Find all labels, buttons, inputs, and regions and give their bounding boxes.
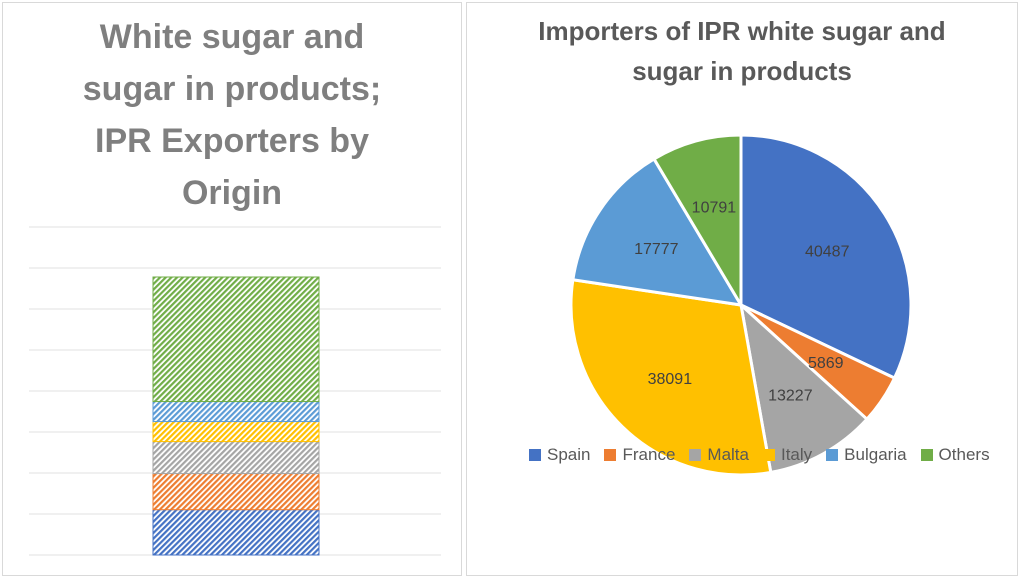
pie-slice-bulgaria xyxy=(571,156,744,307)
pie-data-label-bulgaria: 17777 xyxy=(634,241,679,258)
legend-swatch xyxy=(826,449,839,461)
legend-label: Others xyxy=(938,445,990,464)
bar-segment-4 xyxy=(152,421,320,443)
legend-item-france: France xyxy=(604,445,675,465)
legend-label: Italy xyxy=(780,445,813,464)
legend-swatch xyxy=(920,449,933,461)
left-chart-panel: White sugar and sugar in products; IPR E… xyxy=(2,2,462,576)
pie-title-line-2: sugar in products xyxy=(632,56,852,86)
pie-slice-italy xyxy=(569,278,773,477)
right-chart-panel: Importers of IPR white sugar and sugar i… xyxy=(466,2,1018,576)
legend-swatch xyxy=(529,449,541,461)
legend-item-bulgaria: Bulgaria xyxy=(826,445,907,465)
pie-data-label-italy: 38091 xyxy=(648,371,693,388)
left-chart-title: White sugar and sugar in products; IPR E… xyxy=(3,11,461,219)
bar-segment-2 xyxy=(152,473,320,511)
pie-chart-title: Importers of IPR white sugar and sugar i… xyxy=(467,11,1017,91)
legend-label: France xyxy=(622,445,676,464)
legend-item-italy: Italy xyxy=(762,445,813,465)
pie-title-line-1: Importers of IPR white sugar and xyxy=(538,16,946,46)
left-title-line-1: White sugar and xyxy=(99,18,365,56)
pie-chart: 40487 5869 13227 38091 17777 10791 xyxy=(569,133,913,477)
left-title-line-2: sugar in products; xyxy=(82,70,382,108)
legend-item-others: Others xyxy=(920,445,990,465)
bar-segment-6 xyxy=(152,276,320,403)
legend-item-spain: Spain xyxy=(529,445,590,465)
pie-data-label-others: 10791 xyxy=(692,200,737,217)
pie-slice-malta xyxy=(738,300,870,475)
legend-swatch xyxy=(762,449,775,461)
pie-data-label-spain: 40487 xyxy=(805,244,850,261)
legend-swatch xyxy=(604,449,617,461)
pie-data-label-malta: 13227 xyxy=(768,387,813,404)
pie-legend: Spain France Malta Italy Bulgaria Others xyxy=(529,445,990,465)
legend-swatch xyxy=(689,449,702,461)
legend-label: Spain xyxy=(547,445,591,464)
legend-label: Malta xyxy=(707,445,749,464)
left-title-line-4: Origin xyxy=(181,174,283,212)
left-title-line-3: IPR Exporters by xyxy=(95,122,369,160)
pie-slice-others xyxy=(651,133,743,311)
legend-item-malta: Malta xyxy=(689,445,749,465)
bar-segment-5 xyxy=(152,401,320,423)
pie-data-label-france: 5869 xyxy=(808,355,844,372)
bar-segment-3 xyxy=(152,441,320,475)
bar-segment-1 xyxy=(152,509,320,556)
pie-slice-spain xyxy=(739,133,913,381)
legend-label: Bulgaria xyxy=(844,445,907,464)
stacked-bar-chart xyxy=(29,226,441,556)
